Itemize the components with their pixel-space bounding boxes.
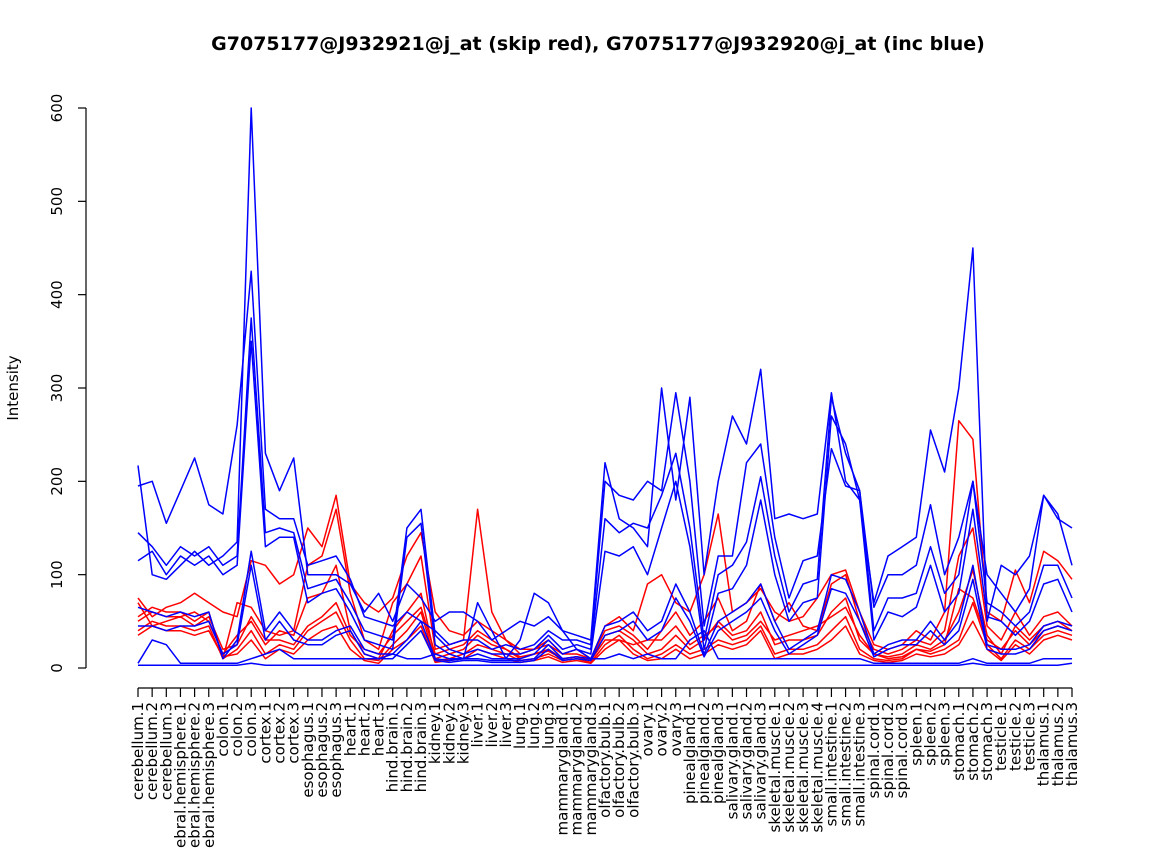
- x-tick-label: skeletal.muscle.3: [794, 702, 812, 833]
- y-tick-label: 400: [48, 280, 66, 309]
- x-tick-label: kidney.1: [426, 702, 444, 764]
- x-tick-label: spinal.cord.2: [879, 702, 897, 798]
- x-tick-label: pinealgland.1: [681, 702, 699, 804]
- series-line-inc-1: [137, 107, 1073, 641]
- y-tick-label: 500: [48, 187, 66, 216]
- x-tick-label: stomach.2: [964, 702, 982, 781]
- series-line-inc-3: [137, 317, 1073, 655]
- x-tick-label: esophagus.1: [299, 702, 317, 798]
- x-tick-label: pinealgland.3: [709, 702, 727, 804]
- x-tick-label: ovary.3: [667, 702, 685, 756]
- x-tick-label: olfactory.bulb.1: [596, 702, 614, 818]
- x-tick-label: spleen.2: [921, 702, 939, 766]
- series-line-inc-7: [137, 592, 1072, 665]
- series-line-inc-5: [137, 550, 1073, 662]
- x-tick-label: skeletal.muscle.1: [766, 702, 784, 833]
- series-line-inc-2: [137, 270, 1073, 651]
- x-tick-label: stomach.1: [950, 702, 968, 781]
- x-tick-label: mammarygland.2: [568, 702, 586, 835]
- x-tick-label: heart.2: [355, 702, 373, 756]
- x-tick-label: cerebellum.3: [157, 702, 175, 800]
- x-tick-label: ebral.hemisphere.2: [186, 702, 204, 848]
- series-line-inc-8: [138, 662, 1073, 666]
- x-tick-label: esophagus.3: [327, 702, 345, 798]
- x-tick-label: spinal.cord.3: [893, 702, 911, 798]
- x-tick-label: testicle.3: [1021, 702, 1039, 771]
- x-tick-label: heart.1: [341, 702, 359, 756]
- x-tick-label: testicle.1: [992, 702, 1010, 771]
- x-tick-label: hind.brain.3: [412, 702, 430, 792]
- x-tick-label: small.intestine.2: [837, 702, 855, 826]
- x-tick-label: small.intestine.1: [822, 702, 840, 826]
- x-tick-label: colon.1: [214, 702, 232, 757]
- y-tick-label: 300: [48, 374, 66, 403]
- x-tick-label: colon.2: [228, 702, 246, 757]
- x-tick-label: ovary.1: [638, 702, 656, 756]
- x-tick-label: liver.1: [469, 702, 487, 748]
- x-tick-label: lung.3: [539, 702, 557, 749]
- x-tick-label: thalamus.3: [1063, 702, 1081, 786]
- x-tick-label: spleen.3: [936, 702, 954, 766]
- x-tick-label: kidney.3: [454, 702, 472, 764]
- y-tick-label: 200: [48, 467, 66, 496]
- x-tick-label: spleen.1: [907, 702, 925, 766]
- x-tick-label: salivary.gland.1: [723, 702, 741, 819]
- y-axis-label: Intensity: [4, 355, 22, 420]
- x-tick-label: cerebellum.1: [129, 702, 147, 800]
- x-tick-label: cortex.2: [271, 702, 289, 764]
- series-line-skip-5: [137, 620, 1073, 665]
- plot-lines: [137, 107, 1073, 666]
- x-tick-label: spinal.cord.1: [865, 702, 883, 798]
- x-tick-label: skeletal.muscle.2: [780, 702, 798, 833]
- chart-title: G7075177@J932921@j_at (skip red), G70751…: [211, 33, 985, 55]
- x-tick-label: ebral.hemisphere.1: [171, 702, 189, 848]
- x-tick-label: salivary.gland.3: [752, 702, 770, 819]
- x-tick-label: olfactory.bulb.3: [624, 702, 642, 818]
- series-line-skip-6: [137, 587, 1073, 662]
- x-tick-label: lung.2: [525, 702, 543, 749]
- x-tick-label: lung.1: [511, 702, 529, 749]
- x-tick-label: hind.brain.1: [384, 702, 402, 792]
- series-line-inc-6: [138, 564, 1073, 664]
- x-tick-label: mammarygland.3: [582, 702, 600, 835]
- x-tick-label: testicle.2: [1006, 702, 1024, 771]
- x-tick-label: small.intestine.3: [851, 702, 869, 826]
- x-tick-label: cortex.1: [256, 702, 274, 764]
- x-tick-label: skeletal.muscle.4: [808, 702, 826, 833]
- x-tick-label: mammarygland.1: [554, 702, 572, 835]
- x-tick-label: heart.3: [370, 702, 388, 756]
- x-tick-label: ovary.2: [653, 702, 671, 756]
- x-tick-label: kidney.2: [440, 702, 458, 764]
- x-axis: cerebellum.1cerebellum.2cerebellum.3ebra…: [129, 687, 1081, 848]
- x-tick-label: ebral.hemisphere.3: [200, 702, 218, 848]
- series-line-inc-4: [137, 340, 1073, 660]
- y-tick-label: 600: [48, 94, 66, 123]
- x-tick-label: stomach.3: [978, 702, 996, 781]
- x-tick-label: thalamus.2: [1049, 702, 1067, 786]
- x-tick-label: thalamus.1: [1035, 702, 1053, 786]
- x-tick-label: pinealgland.2: [695, 702, 713, 804]
- y-tick-label: 0: [48, 663, 66, 673]
- y-tick-label: 100: [48, 560, 66, 589]
- x-tick-label: cerebellum.2: [143, 702, 161, 800]
- x-tick-label: liver.2: [483, 702, 501, 748]
- x-tick-label: cortex.3: [285, 702, 303, 764]
- x-tick-label: esophagus.2: [313, 702, 331, 798]
- x-tick-label: colon.3: [242, 702, 260, 757]
- x-tick-label: liver.3: [497, 702, 515, 748]
- x-tick-label: olfactory.bulb.2: [610, 702, 628, 818]
- x-tick-label: hind.brain.2: [398, 702, 416, 792]
- y-axis: 0 100 200 300 400 500 600: [48, 94, 87, 673]
- x-tick-label: salivary.gland.2: [738, 702, 756, 819]
